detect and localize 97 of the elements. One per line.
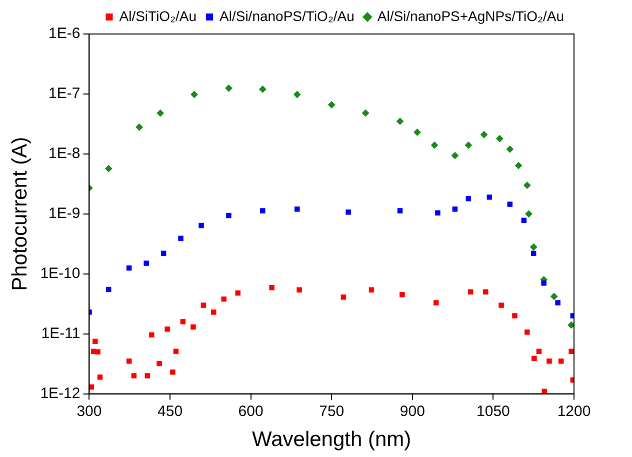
x-tick-label: 750 xyxy=(319,402,344,420)
point xyxy=(452,206,458,212)
point xyxy=(144,260,149,266)
point xyxy=(546,358,552,364)
point xyxy=(433,300,439,306)
point xyxy=(200,302,206,308)
point xyxy=(170,369,176,375)
point xyxy=(221,296,227,302)
y-tick-label: 1E-9 xyxy=(48,205,80,222)
point xyxy=(340,294,346,300)
point xyxy=(362,110,370,117)
point xyxy=(550,292,558,300)
point xyxy=(190,90,198,98)
point xyxy=(558,358,564,364)
x-tick-label: 1200 xyxy=(557,402,591,420)
point xyxy=(92,338,98,344)
point xyxy=(530,250,536,256)
point xyxy=(226,212,232,218)
point xyxy=(105,165,112,172)
x-tick-label: 900 xyxy=(400,402,425,420)
point xyxy=(512,313,518,318)
point xyxy=(95,349,100,355)
point xyxy=(555,300,560,306)
point xyxy=(126,358,132,364)
point xyxy=(397,208,403,214)
point xyxy=(160,250,166,256)
point xyxy=(524,182,531,189)
point xyxy=(178,236,184,242)
x-tick-label: 1050 xyxy=(476,402,510,420)
point xyxy=(430,142,438,149)
point xyxy=(483,289,488,295)
point xyxy=(400,292,405,298)
point xyxy=(149,332,154,338)
x-tick-label: 450 xyxy=(158,402,183,420)
point xyxy=(89,384,94,390)
point xyxy=(480,131,488,138)
point xyxy=(530,244,538,251)
y-tick-label: 1E-6 xyxy=(48,25,80,42)
point xyxy=(180,318,186,324)
point xyxy=(294,90,301,98)
point xyxy=(156,110,164,117)
point xyxy=(568,322,574,329)
point xyxy=(269,284,274,290)
point xyxy=(464,142,472,149)
x-tick-label: 300 xyxy=(76,402,102,420)
x-axis-title: Wavelength (nm) xyxy=(252,428,412,452)
point xyxy=(296,287,302,293)
y-axis-title: Photocurrent (A) xyxy=(8,136,32,291)
point xyxy=(131,373,137,378)
point xyxy=(368,287,374,293)
point xyxy=(466,196,472,202)
y-tick-label: 1E-11 xyxy=(41,324,80,342)
y-tick-label: 1E-12 xyxy=(40,384,80,402)
point xyxy=(156,360,162,366)
point xyxy=(225,84,232,92)
point xyxy=(486,194,492,200)
point xyxy=(235,290,241,296)
point xyxy=(515,162,522,170)
point xyxy=(541,280,546,286)
legend-label: Al/Si/nanoPS/TiO₂/Au xyxy=(220,8,354,24)
point xyxy=(521,218,527,223)
point xyxy=(97,374,103,380)
point xyxy=(496,135,504,142)
point xyxy=(198,222,204,228)
point xyxy=(525,210,532,218)
point xyxy=(542,388,547,394)
point xyxy=(506,146,514,153)
point xyxy=(136,124,143,131)
x-tick-label: 600 xyxy=(238,402,264,420)
point xyxy=(498,302,504,308)
point xyxy=(106,286,112,292)
point xyxy=(524,329,530,335)
point xyxy=(536,348,542,354)
y-tick-label: 1E-8 xyxy=(48,145,80,162)
point xyxy=(259,86,266,93)
point xyxy=(435,210,440,216)
y-tick-label: 1E-7 xyxy=(48,85,80,102)
point xyxy=(164,326,170,332)
point xyxy=(173,348,179,354)
point xyxy=(468,289,474,295)
point xyxy=(568,348,574,354)
legend-label: Al/SiTiO₂/Au xyxy=(119,8,197,24)
point xyxy=(126,265,132,271)
legend-label: Al/Si/nanoPS+AgNPs/TiO₂/Au xyxy=(377,8,564,24)
point xyxy=(328,101,336,108)
point xyxy=(451,152,458,160)
point xyxy=(260,208,266,214)
point xyxy=(507,202,513,207)
point xyxy=(294,206,300,212)
point xyxy=(190,324,196,330)
point xyxy=(144,373,150,378)
point xyxy=(396,118,404,125)
point xyxy=(532,356,537,361)
point xyxy=(346,210,351,215)
y-tick-label: 1E-10 xyxy=(40,265,80,282)
point xyxy=(211,310,216,315)
point xyxy=(414,128,421,136)
